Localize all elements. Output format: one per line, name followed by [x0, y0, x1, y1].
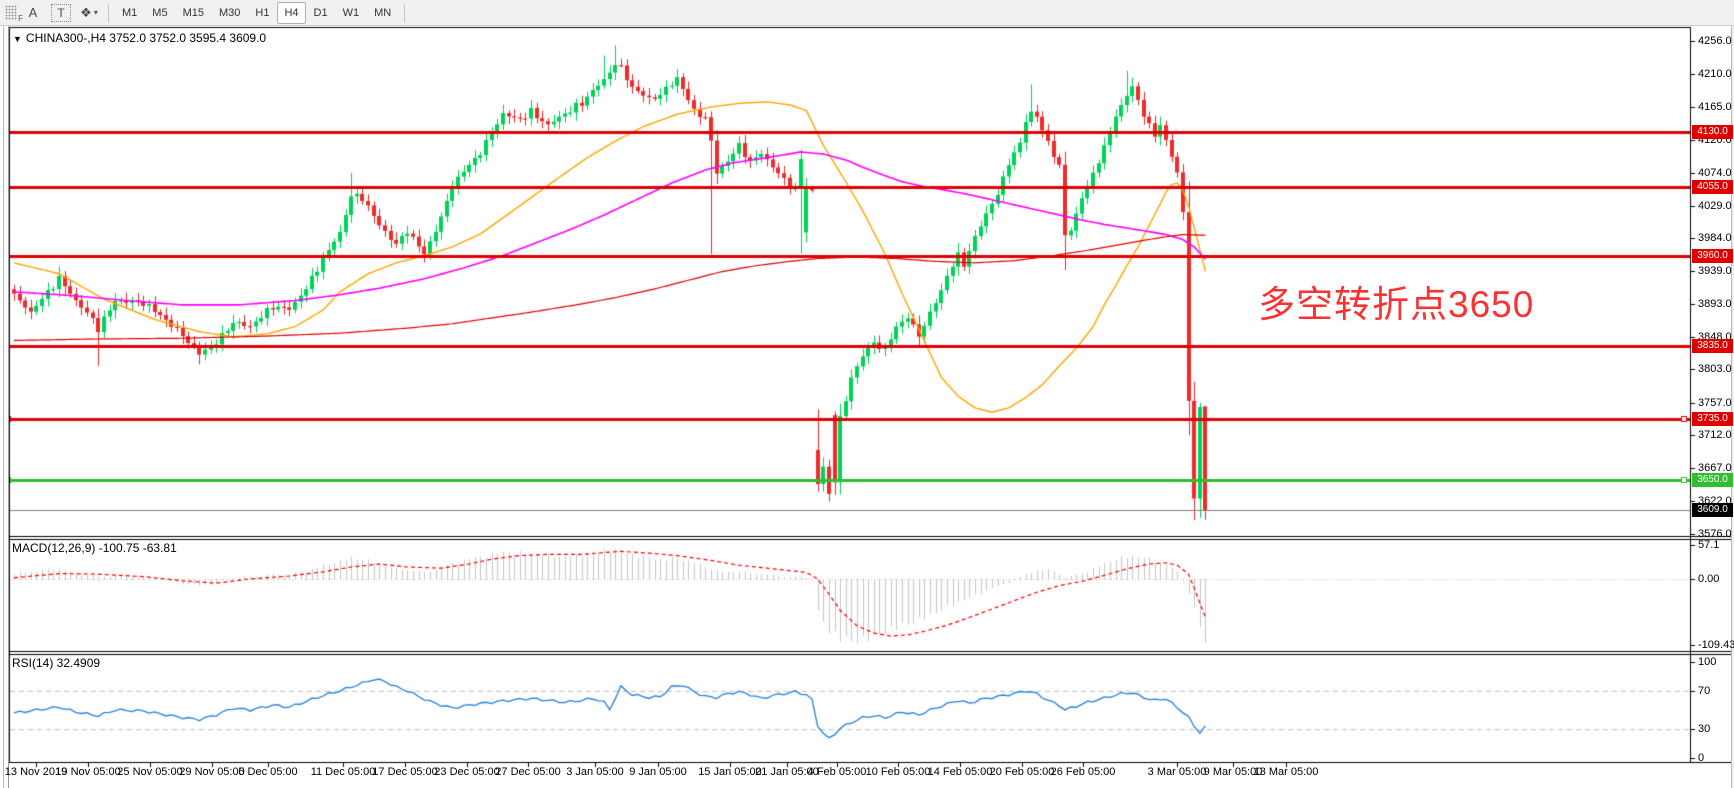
rsi-tick-label: 0	[1698, 752, 1705, 764]
window-edge-right	[1731, 26, 1734, 788]
time-axis-label: 10 Feb 05:00	[865, 766, 931, 778]
text-box-tool-button[interactable]: T	[51, 3, 71, 22]
macd-tick-label: 0.00	[1698, 573, 1720, 585]
text-label-tool-button[interactable]: A	[28, 5, 38, 20]
timeframe-h4-button[interactable]: H4	[277, 1, 306, 24]
arrows-icon: ❖	[80, 4, 92, 20]
time-axis-label: 17 Dec 05:00	[372, 766, 438, 778]
chart-text-annotation[interactable]: 多空转折点3650	[1258, 284, 1535, 325]
timeframe-m1-button[interactable]: M1	[122, 6, 138, 19]
price-tick-label: 3893.0	[1698, 298, 1732, 311]
time-axis-label: 27 Dec 05:00	[495, 766, 561, 778]
symbol-dropdown-icon[interactable]: ▼	[13, 34, 22, 44]
time-axis-label: 15 Jan 05:00	[698, 766, 762, 778]
time-axis-label: 3 Jan 05:00	[566, 766, 624, 778]
rsi-indicator-label: RSI(14) 32.4909	[12, 656, 101, 670]
toolbar-separator	[108, 3, 109, 22]
time-axis-label: 14 Feb 05:00	[927, 766, 993, 778]
price-tag-3835.0[interactable]: 3835.0	[1692, 339, 1733, 354]
chart-title-text: CHINA300-,H4 3752.0 3752.0 3595.4 3609.0	[25, 31, 267, 45]
time-axis-label: 13 Mar 05:00	[1253, 766, 1319, 778]
price-tick-label: 4165.0	[1698, 100, 1732, 113]
price-tick-label: 3757.0	[1698, 396, 1732, 409]
macd-tick-label: 57.1	[1698, 538, 1720, 551]
price-tick-label: 3576.0	[1698, 528, 1732, 540]
timeframe-w1-button[interactable]: W1	[342, 6, 360, 19]
macd-tick-label: -109.43	[1698, 638, 1734, 651]
price-tick-label: 3667.0	[1698, 462, 1732, 475]
time-axis-label: 25 Nov 05:00	[117, 766, 183, 778]
chart-title: ▼ CHINA300-,H4 3752.0 3752.0 3595.4 3609.…	[13, 31, 266, 45]
chevron-down-icon: ▾	[93, 8, 98, 17]
time-axis-label: 20 Feb 05:00	[989, 766, 1055, 778]
rsi-tick-label: 100	[1698, 656, 1717, 668]
timeframe-d1-button[interactable]: D1	[313, 6, 328, 19]
time-axis-label: 11 Dec 05:00	[310, 766, 376, 778]
arrows-tool-button[interactable]: ❖ ▾	[76, 2, 102, 24]
current-price-tag: 3609.0	[1692, 503, 1733, 518]
price-tick-label: 3712.0	[1698, 429, 1732, 442]
time-axis-label: 9 Jan 05:00	[629, 766, 687, 778]
timeframe-m30-button[interactable]: M30	[218, 6, 241, 19]
time-axis-label: 13 Nov 2019	[4, 766, 68, 778]
price-tag-3735.0[interactable]: 3735.0	[1692, 411, 1733, 426]
price-tick-label: 4029.0	[1698, 199, 1732, 212]
grip-label: F	[18, 14, 23, 23]
toolbar: F A T ❖ ▾ M1 M5 M15 M30 H1 H4 D1 W1 MN	[0, 0, 1734, 26]
time-axis-label: 19 Nov 05:00	[55, 766, 121, 778]
time-axis-label: 26 Feb 05:00	[1050, 766, 1116, 778]
time-axis-label: 9 Mar 05:00	[1203, 766, 1263, 778]
toolbar-grip-icon[interactable]: F	[5, 5, 23, 23]
window-edge-left	[0, 26, 9, 788]
macd-indicator-label: MACD(12,26,9) -100.75 -63.81	[12, 541, 177, 555]
price-tag-3960.0[interactable]: 3960.0	[1692, 248, 1733, 263]
price-tick-label: 4256.0	[1698, 35, 1732, 47]
price-tag-4130.0[interactable]: 4130.0	[1692, 125, 1733, 140]
time-axis-label: 29 Nov 05:00	[179, 766, 245, 778]
rsi-tick-label: 70	[1698, 684, 1711, 697]
time-axis-label: 5 Dec 05:00	[238, 766, 298, 778]
price-tag-4055.0[interactable]: 4055.0	[1692, 179, 1733, 194]
time-axis-label: 21 Jan 05:00	[755, 766, 819, 778]
timeframe-h1-button[interactable]: H1	[255, 6, 270, 19]
timeframe-m15-button[interactable]: M15	[182, 6, 204, 19]
timeframe-mn-button[interactable]: MN	[374, 6, 392, 19]
toolbar-separator	[404, 3, 406, 22]
price-tick-label: 3803.0	[1698, 363, 1732, 376]
rsi-tick-label: 30	[1698, 723, 1711, 736]
time-axis-label: 3 Mar 05:00	[1147, 766, 1207, 778]
price-tick-label: 4074.0	[1698, 166, 1732, 179]
price-tick-label: 3984.0	[1698, 232, 1732, 245]
price-tick-label: 3939.0	[1698, 264, 1732, 277]
time-axis-label: 23 Dec 05:00	[434, 766, 500, 778]
time-axis-label: 4 Feb 05:00	[807, 766, 867, 778]
price-tag-3650.0[interactable]: 3650.0	[1692, 473, 1733, 488]
timeframe-m5-button[interactable]: M5	[152, 6, 168, 19]
price-tick-label: 4210.0	[1698, 68, 1732, 81]
